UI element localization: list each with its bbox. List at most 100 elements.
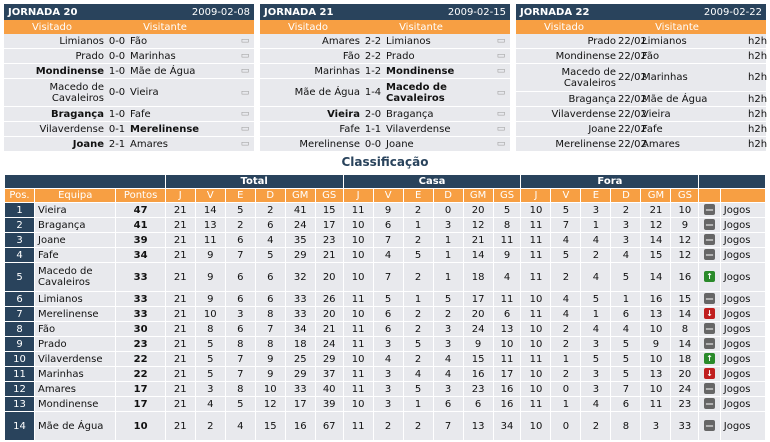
h2h-link[interactable]: h2h (748, 72, 768, 83)
home-team[interactable]: Amares (322, 35, 360, 47)
tv-icon[interactable]: ▭ (240, 36, 250, 46)
team-name[interactable]: Merelinense (33, 306, 117, 322)
team-name[interactable]: Macedo de Cavaleiros (33, 262, 117, 292)
jogos-link[interactable]: Jogos (719, 202, 767, 218)
match-score: 2-2 (364, 50, 382, 62)
h2h-link[interactable]: h2h (748, 93, 768, 105)
away-team[interactable]: Mãe de Água (130, 65, 196, 77)
away-team[interactable]: Joane (386, 138, 414, 150)
fora-stat-cell: 10 (520, 366, 552, 382)
home-team[interactable]: Macedo de Cavaleiros (561, 66, 616, 89)
team-name[interactable]: Joane (33, 232, 117, 248)
home-team[interactable]: Prado (587, 35, 616, 47)
tv-icon[interactable]: ▭ (240, 139, 250, 149)
tv-icon[interactable]: ▭ (496, 87, 506, 98)
home-team[interactable]: Vieira (327, 108, 360, 120)
away-team[interactable]: Prado (386, 50, 415, 62)
h2h-link[interactable]: h2h (748, 35, 768, 47)
tv-icon[interactable]: ▭ (240, 124, 250, 134)
home-team[interactable]: Joane (72, 138, 104, 150)
tv-icon[interactable]: ▭ (496, 109, 506, 119)
home-team[interactable]: Fão (342, 50, 360, 62)
home-team[interactable]: Mondinense (35, 65, 104, 77)
team-name[interactable]: Mãe de Água (33, 411, 117, 441)
points-cell: 33 (115, 306, 166, 322)
home-team[interactable]: Prado (75, 50, 104, 62)
home-team[interactable]: Bragança (568, 93, 616, 105)
jogos-link[interactable]: Jogos (719, 291, 767, 307)
away-team[interactable]: Fafe (642, 123, 663, 135)
team-name[interactable]: Prado (33, 336, 117, 352)
tv-icon[interactable]: ▭ (240, 87, 250, 98)
team-name[interactable]: Mondinense (33, 396, 117, 412)
casa-stat-cell: 23 (462, 381, 494, 397)
tv-icon[interactable]: ▭ (240, 66, 250, 76)
away-team[interactable]: Fão (642, 50, 660, 62)
jogos-link[interactable]: Jogos (719, 366, 767, 382)
away-team[interactable]: Fão (130, 35, 148, 47)
away-team[interactable]: Merelinense (130, 123, 200, 135)
team-name[interactable]: Vilaverdense (33, 351, 117, 367)
home-team[interactable]: Joane (588, 123, 616, 135)
team-name[interactable]: Limianos (33, 291, 117, 307)
jogos-link[interactable]: Jogos (719, 247, 767, 263)
jogos-link[interactable]: Jogos (719, 306, 767, 322)
tv-icon[interactable]: ▭ (240, 51, 250, 61)
h2h-link[interactable]: h2h (748, 138, 768, 150)
team-name[interactable]: Marinhas (33, 366, 117, 382)
home-team[interactable]: Marinhas (314, 65, 360, 77)
tv-icon[interactable]: ▭ (496, 36, 506, 46)
away-team[interactable]: Bragança (386, 108, 434, 120)
home-team[interactable]: Mãe de Água (294, 87, 360, 98)
team-name[interactable]: Fafe (33, 247, 117, 263)
jogos-link[interactable]: Jogos (719, 217, 767, 233)
tv-icon[interactable]: ▭ (496, 51, 506, 61)
away-team[interactable]: Vieira (642, 108, 671, 120)
jogos-link[interactable]: Jogos (719, 396, 767, 412)
team-name[interactable]: Fão (33, 321, 117, 337)
jogos-link[interactable]: Jogos (719, 411, 767, 441)
h2h-link[interactable]: h2h (748, 108, 768, 120)
away-team[interactable]: Fafe (130, 108, 151, 120)
jogos-link[interactable]: Jogos (719, 351, 767, 367)
tv-icon[interactable]: ▭ (240, 109, 250, 119)
away-team[interactable]: Marinhas (642, 72, 688, 83)
home-team[interactable]: Merelinense (299, 138, 360, 150)
away-team[interactable]: Macedo de Cavaleiros (386, 81, 447, 104)
away-team[interactable]: Vieira (130, 87, 159, 98)
home-team[interactable]: Merelinense (555, 138, 616, 150)
home-team[interactable]: Mondinense (555, 50, 616, 62)
tv-icon[interactable]: ▭ (496, 139, 506, 149)
total-stat-cell: 21 (164, 306, 196, 322)
casa-stat-cell: 2 (402, 232, 434, 248)
jogos-link[interactable]: Jogos (719, 232, 767, 248)
position-cell: 12 (4, 381, 35, 397)
col-header: GM (640, 188, 672, 203)
away-team[interactable]: Mondinense (386, 65, 455, 77)
tv-icon[interactable]: ▭ (496, 124, 506, 134)
jogos-link[interactable]: Jogos (719, 321, 767, 337)
jogos-link[interactable]: Jogos (719, 262, 767, 292)
away-team[interactable]: Mãe de Água (642, 93, 708, 105)
away-team[interactable]: Marinhas (130, 50, 176, 62)
away-team[interactable]: Limianos (642, 35, 687, 47)
team-name[interactable]: Amares (33, 381, 117, 397)
home-team[interactable]: Vilaverdense (551, 108, 616, 120)
team-name[interactable]: Bragança (33, 217, 117, 233)
jogos-link[interactable]: Jogos (719, 381, 767, 397)
match-list: Limianos 0-0 Fão ▭ Prado 0-0 Marinhas ▭ Mondinen… (4, 34, 254, 152)
away-team[interactable]: Amares (642, 138, 680, 150)
home-team[interactable]: Vilaverdense (39, 123, 104, 135)
home-team[interactable]: Fafe (339, 123, 360, 135)
away-team[interactable]: Vilaverdense (386, 123, 451, 135)
jogos-link[interactable]: Jogos (719, 336, 767, 352)
home-team[interactable]: Bragança (50, 108, 104, 120)
tv-icon[interactable]: ▭ (496, 66, 506, 76)
h2h-link[interactable]: h2h (748, 123, 768, 135)
home-team[interactable]: Limianos (59, 35, 104, 47)
away-team[interactable]: Limianos (386, 35, 431, 47)
away-team[interactable]: Amares (130, 138, 168, 150)
home-team[interactable]: Macedo de Cavaleiros (49, 81, 104, 104)
h2h-link[interactable]: h2h (748, 50, 768, 62)
team-name[interactable]: Vieira (33, 202, 117, 218)
